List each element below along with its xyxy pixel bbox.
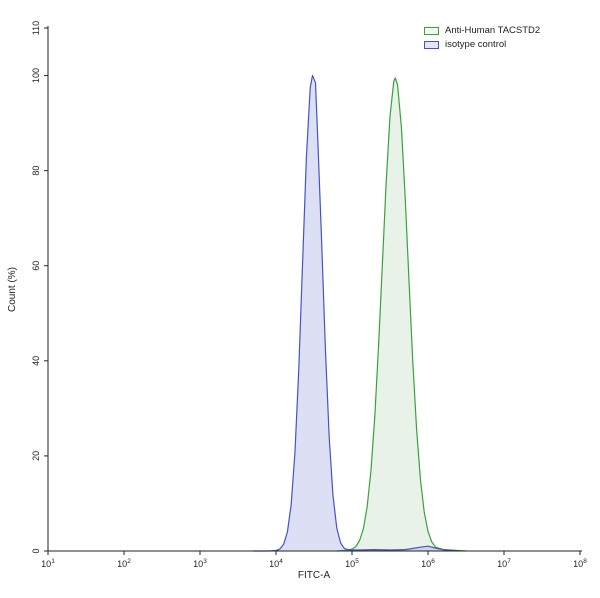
- x-tick-label: 101: [41, 558, 55, 569]
- x-tick-label: 102: [117, 558, 131, 569]
- y-tick-label: 80: [31, 166, 41, 176]
- x-tick-label: 103: [193, 558, 207, 569]
- x-tick-label: 108: [573, 558, 587, 569]
- legend-item-anti-human-tacstd2: Anti-Human TACSTD2: [424, 26, 540, 36]
- series-fill-anti-human-tacstd2: [336, 77, 466, 552]
- y-tick-label: 40: [31, 356, 41, 366]
- y-tick-label: 20: [31, 451, 41, 461]
- x-tick-label: 106: [421, 558, 435, 569]
- legend-label-anti-human-tacstd2: Anti-Human TACSTD2: [445, 25, 541, 36]
- x-tick-label: 107: [497, 558, 511, 569]
- legend: Anti-Human TACSTD2 isotype control: [424, 26, 540, 50]
- series-line-isotype-control: [253, 74, 459, 552]
- x-tick-label: 105: [345, 558, 359, 569]
- y-tick-label: 60: [31, 261, 41, 271]
- series-line-anti-human-tacstd2: [336, 77, 467, 552]
- legend-label-isotype-control: isotype control: [445, 39, 507, 50]
- series-fill-isotype-control: [253, 75, 459, 551]
- legend-swatch-green: [424, 27, 439, 35]
- legend-swatch-blue: [424, 41, 439, 49]
- x-tick-label: 104: [269, 558, 283, 569]
- y-tick-label: 100: [31, 68, 41, 83]
- y-tick-label: 110: [31, 21, 41, 35]
- y-tick-label: 0: [31, 548, 41, 553]
- x-axis-title: FITC-A: [298, 570, 331, 581]
- y-axis-title: Count (%): [7, 267, 18, 312]
- legend-item-isotype-control: isotype control: [424, 40, 540, 50]
